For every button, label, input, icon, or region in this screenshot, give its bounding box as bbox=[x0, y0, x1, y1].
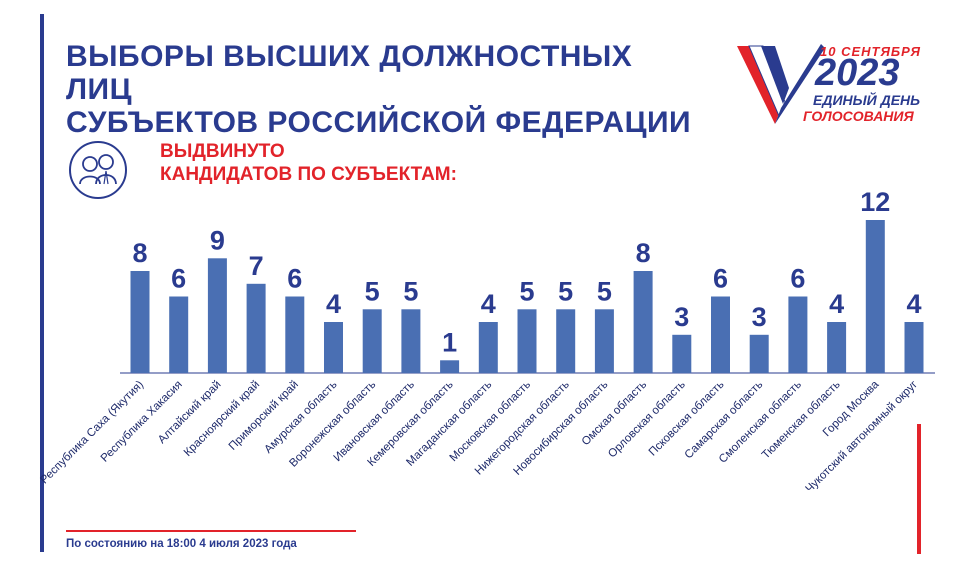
bar bbox=[827, 322, 847, 373]
bar-value-label: 4 bbox=[906, 289, 921, 319]
bar-value-label: 5 bbox=[519, 276, 534, 306]
footnote-rule bbox=[66, 530, 356, 532]
category-tick-label: Красноярский край bbox=[182, 379, 262, 459]
election-day-logo: 10 СЕНТЯБРЯ 2023 ЕДИНЫЙ ДЕНЬ ГОЛОСОВАНИЯ bbox=[735, 42, 920, 132]
bar-value-label: 5 bbox=[597, 276, 612, 306]
bar bbox=[517, 309, 537, 374]
bar-value-label: 6 bbox=[790, 264, 805, 294]
logo-line-2: ГОЛОСОВАНИЯ bbox=[803, 108, 914, 124]
bar-value-label: 4 bbox=[326, 289, 341, 319]
bar-value-label: 8 bbox=[132, 238, 147, 268]
bar-value-label: 4 bbox=[481, 289, 496, 319]
bar bbox=[401, 309, 421, 374]
bar-value-label: 5 bbox=[365, 276, 380, 306]
bar bbox=[633, 271, 653, 373]
status-footnote: По состоянию на 18:00 4 июля 2023 года bbox=[66, 538, 297, 550]
bar bbox=[246, 283, 266, 374]
bar bbox=[285, 296, 305, 373]
category-tick-label: Омская область bbox=[580, 379, 650, 449]
bar-value-label: 6 bbox=[287, 264, 302, 294]
bar bbox=[362, 309, 382, 374]
bar-value-label: 3 bbox=[752, 302, 767, 332]
bar-value-label: 6 bbox=[713, 264, 728, 294]
bar bbox=[749, 334, 769, 374]
bar bbox=[207, 258, 227, 374]
subtitle-line-2: КАНДИДАТОВ ПО СУБЪЕКТАМ: bbox=[160, 164, 457, 185]
right-accent-rule bbox=[917, 424, 921, 554]
bar bbox=[478, 322, 498, 373]
chart-subtitle: ВЫДВИНУТО КАНДИДАТОВ ПО СУБЪЕКТАМ: bbox=[160, 140, 457, 186]
bar bbox=[711, 296, 730, 373]
logo-year: 2023 bbox=[815, 52, 900, 94]
bar-value-label: 7 bbox=[249, 251, 264, 281]
subtitle-line-1: ВЫДВИНУТО bbox=[160, 141, 285, 162]
bar bbox=[556, 309, 576, 374]
bar bbox=[440, 360, 460, 374]
bar bbox=[788, 296, 808, 373]
bar bbox=[672, 334, 692, 374]
bar-value-label: 12 bbox=[860, 187, 890, 217]
checkmark-v-icon bbox=[737, 44, 825, 124]
bar-value-label: 9 bbox=[210, 225, 225, 255]
bar-value-label: 4 bbox=[829, 289, 844, 319]
category-tick-label: Приморский край bbox=[227, 379, 301, 453]
bar bbox=[324, 322, 343, 373]
page-title: ВЫБОРЫ ВЫСШИХ ДОЛЖНОСТНЫХ ЛИЦ СУБЪЕКТОВ … bbox=[66, 40, 706, 139]
logo-date: 10 СЕНТЯБРЯ bbox=[820, 44, 921, 59]
bar bbox=[169, 296, 189, 373]
bar bbox=[130, 271, 150, 373]
title-line-2: СУБЪЕКТОВ РОССИЙСКОЙ ФЕДЕРАЦИИ bbox=[66, 106, 692, 139]
bar bbox=[594, 309, 614, 374]
left-accent-rule bbox=[40, 14, 44, 552]
bar-value-label: 5 bbox=[403, 276, 418, 306]
bar-value-label: 5 bbox=[558, 276, 573, 306]
category-tick-label: Псковская область bbox=[647, 379, 727, 459]
logo-line-1: ЕДИНЫЙ ДЕНЬ bbox=[813, 92, 921, 108]
candidates-icon bbox=[69, 141, 127, 199]
bar-value-label: 1 bbox=[442, 327, 457, 357]
bar-value-label: 6 bbox=[171, 264, 186, 294]
bar-value-label: 8 bbox=[636, 238, 651, 268]
category-tick-label: Амурская область bbox=[262, 379, 339, 456]
bar bbox=[904, 322, 924, 373]
title-line-1: ВЫБОРЫ ВЫСШИХ ДОЛЖНОСТНЫХ ЛИЦ bbox=[66, 40, 633, 106]
bar bbox=[865, 220, 885, 373]
category-tick-label: Орловская область bbox=[606, 379, 688, 461]
bar-value-label: 3 bbox=[674, 302, 689, 332]
